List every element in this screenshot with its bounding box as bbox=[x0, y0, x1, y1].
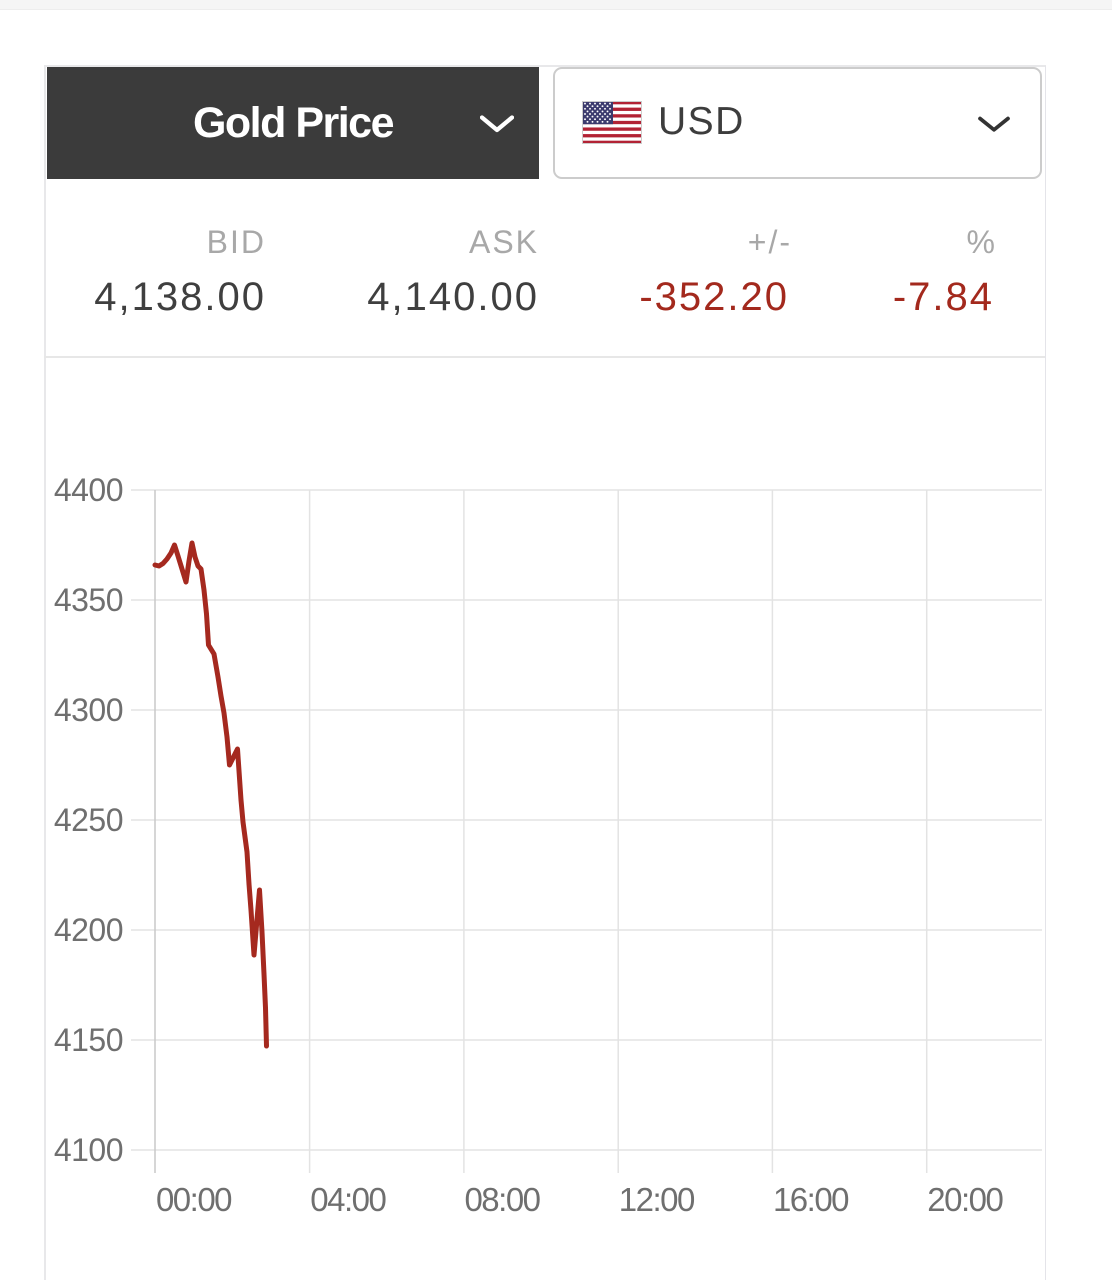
svg-text:4250: 4250 bbox=[54, 802, 123, 838]
svg-text:04:00: 04:00 bbox=[310, 1181, 386, 1218]
svg-text:08:00: 08:00 bbox=[464, 1181, 540, 1218]
svg-text:4100: 4100 bbox=[54, 1132, 123, 1168]
svg-text:00:00: 00:00 bbox=[156, 1181, 232, 1218]
svg-text:12:00: 12:00 bbox=[619, 1181, 695, 1218]
svg-text:4200: 4200 bbox=[54, 912, 123, 948]
svg-text:4400: 4400 bbox=[54, 472, 123, 508]
svg-text:20:00: 20:00 bbox=[927, 1181, 1003, 1218]
svg-text:4300: 4300 bbox=[54, 692, 123, 728]
svg-text:16:00: 16:00 bbox=[773, 1181, 849, 1218]
svg-text:4150: 4150 bbox=[54, 1022, 123, 1058]
svg-text:4350: 4350 bbox=[54, 582, 123, 618]
